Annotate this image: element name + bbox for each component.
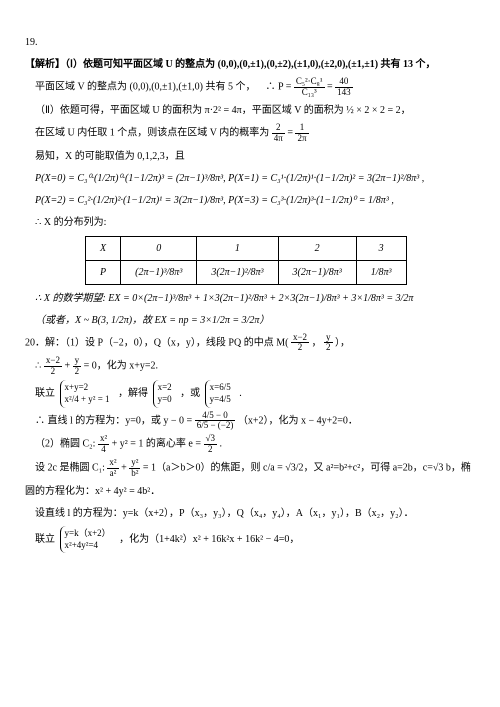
q19-number: 19. (25, 33, 475, 52)
frac: x²a² (107, 458, 118, 479)
text: ， (312, 337, 322, 348)
eq: = (327, 82, 335, 93)
text: （2）椭圆 C₂: (35, 439, 98, 450)
q20-line9: 联立 y=k（x+2）x²+4y²=4 ，化为（1+4k²）x² + 16k²x… (25, 526, 475, 553)
td: 3(2π−1)/8π³ (278, 260, 356, 284)
frac: √32 (204, 434, 217, 455)
text: ∴ (35, 361, 44, 372)
q20-line5: （2）椭圆 C₂: x²4 + y² = 1 的离心率 e = √32 . (25, 434, 475, 455)
th: 2 (278, 236, 356, 260)
text: = 1（a＞b＞0）的焦距，则 c/a = √3/2，又 a²=b²+c²，可得… (143, 463, 471, 474)
text: 联立 (35, 388, 58, 399)
td: P (86, 260, 121, 284)
sol19-line5: 易知，X 的可能取值为 0,1,2,3，且 (25, 147, 475, 166)
frac: C₅²·C₈¹C₁₃³ (294, 77, 325, 98)
frac: 24π (272, 123, 285, 144)
text: . (219, 439, 222, 450)
frac: 4/5 − 06/5 − (−2) (195, 411, 236, 432)
frac: y2 (73, 356, 82, 377)
sol19-px2: P(X=2) = C₃²·(1/2π)²·(1−1/2π)¹ = 3(2π−1)… (25, 191, 475, 210)
q20-line4: ∴ 直线 l 的方程为：y=0，或 y − 0 = 4/5 − 06/5 − (… (25, 411, 475, 432)
sol19-ex: ∴ X 的数学期望: EX = 0×(2π−1)³/8π³ + 1×3(2π−1… (25, 289, 475, 308)
q20-line2: ∴ x−22 + y2 = 0，化为 x+y=2. (25, 356, 475, 377)
text: ∴ 直线 l 的方程为：y=0，或 y − 0 = (35, 415, 195, 426)
sol19-or: （或者，X ~ B(3, 1/2π)，故 EX = np = 3×1/2π = … (25, 311, 475, 330)
text: + y² = 1 的离心率 e = (112, 439, 204, 450)
th: 3 (356, 236, 406, 260)
text: ，化为（1+4k²）x² + 16k²x + 16k² − 4=0， (119, 534, 299, 545)
sol19-line4: 在区域 U 内任取 1 个点，则该点在区域 V 内的概率为 24π = 12π (25, 123, 475, 144)
brace: y=k（x+2）x²+4y²=4 (60, 526, 115, 553)
th: 1 (197, 236, 278, 260)
text: + (121, 463, 129, 474)
text: ，或 (180, 388, 203, 399)
brace: x+y=2x²/4 + y² = 1 (60, 380, 114, 407)
sol19-px0: P(X=0) = C₃⁰·(1/2π)⁰·(1−1/2π)³ = (2π−1)³… (25, 169, 475, 188)
text: 平面区域 V 的整点为 (0,0),(0,±1),(±1,0) 共有 5 个， (35, 82, 256, 93)
brace: x=6/5y=4/5 (205, 380, 235, 407)
text: （x+2），化为 x − 4y+2=0． (238, 415, 358, 426)
q20-line8: 设直线 l 的方程为：y=k（x+2），P（x₃，y₃），Q（x₄，y₄），A（… (25, 504, 475, 523)
td: (2π−1)³/8π³ (121, 260, 197, 284)
frac: y²b² (129, 458, 140, 479)
sol19-line6: ∴ X 的分布列为: (25, 213, 475, 232)
q20-line1: 20．解：（1）设 P（−2，0），Q（x，y），线段 PQ 的中点 M( x−… (25, 333, 475, 354)
td: 3(2π−1)²/8π³ (197, 260, 278, 284)
frac: x²4 (98, 434, 109, 455)
frac: 40143 (335, 77, 353, 98)
frac: y2 (324, 333, 333, 354)
text: 设 2c 是椭圆 C₁: (35, 463, 107, 474)
text: = 0，化为 x+y=2. (84, 361, 158, 372)
text: ，解得 (118, 388, 151, 399)
frac: x−22 (291, 333, 309, 354)
th: X (86, 236, 121, 260)
q20-line7: 圆的方程化为：x² + 4y² = 4b²． (25, 482, 475, 501)
eq: = (287, 127, 295, 138)
sol19-line3: （Ⅱ）依题可得，平面区域 U 的面积为 π·2² = 4π，平面区域 V 的面积… (25, 101, 475, 120)
sol19-line1: 【解析】（Ⅰ）依题可知平面区域 U 的整点为 (0,0),(0,±1),(0,±… (25, 55, 475, 74)
text: ）， (335, 337, 350, 348)
text: ∴ P = (266, 82, 294, 93)
text: 20．解：（1）设 P（−2，0），Q（x，y），线段 PQ 的中点 M( (25, 337, 288, 348)
q20-line6: 设 2c 是椭圆 C₁: x²a² + y²b² = 1（a＞b＞0）的焦距，则… (25, 458, 475, 479)
q20-line3: 联立 x+y=2x²/4 + y² = 1 ，解得 x=2y=0 ，或 x=6/… (25, 380, 475, 407)
text: 在区域 U 内任取 1 个点，则该点在区域 V 内的概率为 (35, 127, 272, 138)
sol19-line2: 平面区域 V 的整点为 (0,0),(0,±1),(±1,0) 共有 5 个， … (25, 77, 475, 98)
distribution-table: X 0 1 2 3 P (2π−1)³/8π³ 3(2π−1)²/8π³ 3(2… (85, 236, 407, 285)
text: 联立 (35, 534, 58, 545)
td: 1/8π³ (356, 260, 406, 284)
frac: 12π (295, 123, 308, 144)
brace: x=2y=0 (153, 380, 176, 407)
th: 0 (121, 236, 197, 260)
text: . (239, 388, 242, 399)
text: + (64, 361, 72, 372)
frac: x−22 (44, 356, 62, 377)
